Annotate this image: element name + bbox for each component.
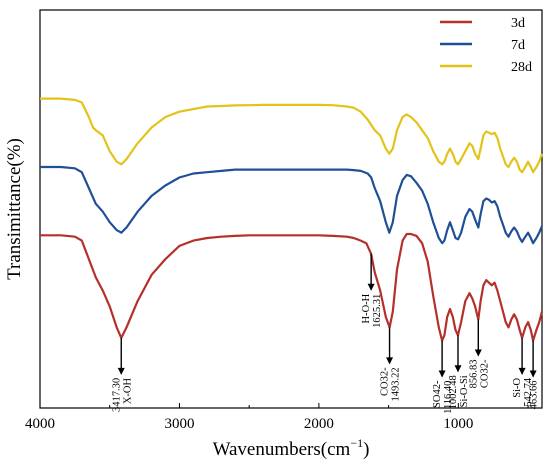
annotation-arrowhead bbox=[438, 370, 446, 378]
x-axis-title: Wavenumbers(cm−1) bbox=[213, 436, 370, 460]
annotation-text: Si-O-Si bbox=[459, 375, 470, 407]
legend-label-7d: 7d bbox=[511, 38, 525, 53]
annotation-text: 1116.40 bbox=[443, 381, 454, 414]
annotation-text: SO42- bbox=[432, 380, 443, 408]
series-line-7d bbox=[40, 165, 544, 245]
x-tick-label: 2000 bbox=[304, 416, 334, 432]
annotation-arrowhead bbox=[454, 365, 462, 373]
legend-label-3d: 3d bbox=[511, 16, 525, 31]
annotation-text: 856.83 bbox=[468, 360, 479, 389]
annotation-text: X-OH bbox=[122, 378, 133, 405]
annotation-text: H-O-H bbox=[361, 293, 372, 323]
x-axis-ticks: 4000 3000 2000 1000 bbox=[25, 403, 529, 432]
legend-label-28d: 28d bbox=[511, 60, 532, 75]
series-line-3d bbox=[40, 232, 544, 342]
annotation-text: 463.66 bbox=[529, 381, 540, 410]
annotation-arrowhead bbox=[117, 367, 125, 375]
annotation-arrowhead bbox=[386, 357, 394, 365]
x-axis-title-suffix: ) bbox=[363, 439, 369, 460]
y-axis-title: Transimittance(%) bbox=[4, 138, 25, 280]
annotation-label: 1002.48 Si-O-Si bbox=[448, 375, 470, 409]
annotation-text: Si-O bbox=[512, 378, 523, 398]
annotation-label: 3417.30 X-OH bbox=[111, 378, 133, 413]
annotation-text: 1002.48 bbox=[448, 375, 459, 409]
annotation-arrowhead bbox=[474, 349, 482, 357]
annotation-text: CO32- bbox=[479, 359, 490, 388]
annotation-text: 3417.30 bbox=[111, 378, 122, 412]
annotation-label: CO32- 1493.22 bbox=[380, 367, 402, 402]
series-lines bbox=[40, 97, 544, 342]
annotation-label: 856.83 CO32- bbox=[468, 359, 490, 388]
annotation-label: Si-O 542.74 bbox=[512, 377, 534, 407]
annotation-label: H-O-H 1625.31 bbox=[361, 293, 383, 328]
x-tick-label: 1000 bbox=[443, 416, 473, 432]
x-tick-label: 4000 bbox=[25, 416, 55, 432]
annotation-label: SO42- 1116.40 bbox=[432, 380, 454, 414]
annotation-arrowhead bbox=[518, 367, 526, 375]
annotation-text: 1493.22 bbox=[391, 367, 402, 401]
x-axis-title-main: Wavenumbers(cm bbox=[213, 439, 351, 460]
legend: 3d 7d 28d bbox=[440, 16, 532, 75]
plot-frame bbox=[39, 9, 543, 409]
annotation-arrowhead bbox=[529, 370, 537, 378]
x-tick-label: 3000 bbox=[164, 416, 194, 432]
annotation-arrowhead bbox=[367, 283, 375, 291]
annotation-text: CO32- bbox=[380, 367, 391, 396]
annotation-text: 1625.31 bbox=[372, 294, 383, 328]
series-line-28d bbox=[40, 97, 544, 174]
annotation-label: 463.66 bbox=[529, 381, 540, 410]
annotation-text: 542.74 bbox=[523, 377, 534, 407]
x-axis-title-superscript: −1 bbox=[350, 436, 363, 450]
